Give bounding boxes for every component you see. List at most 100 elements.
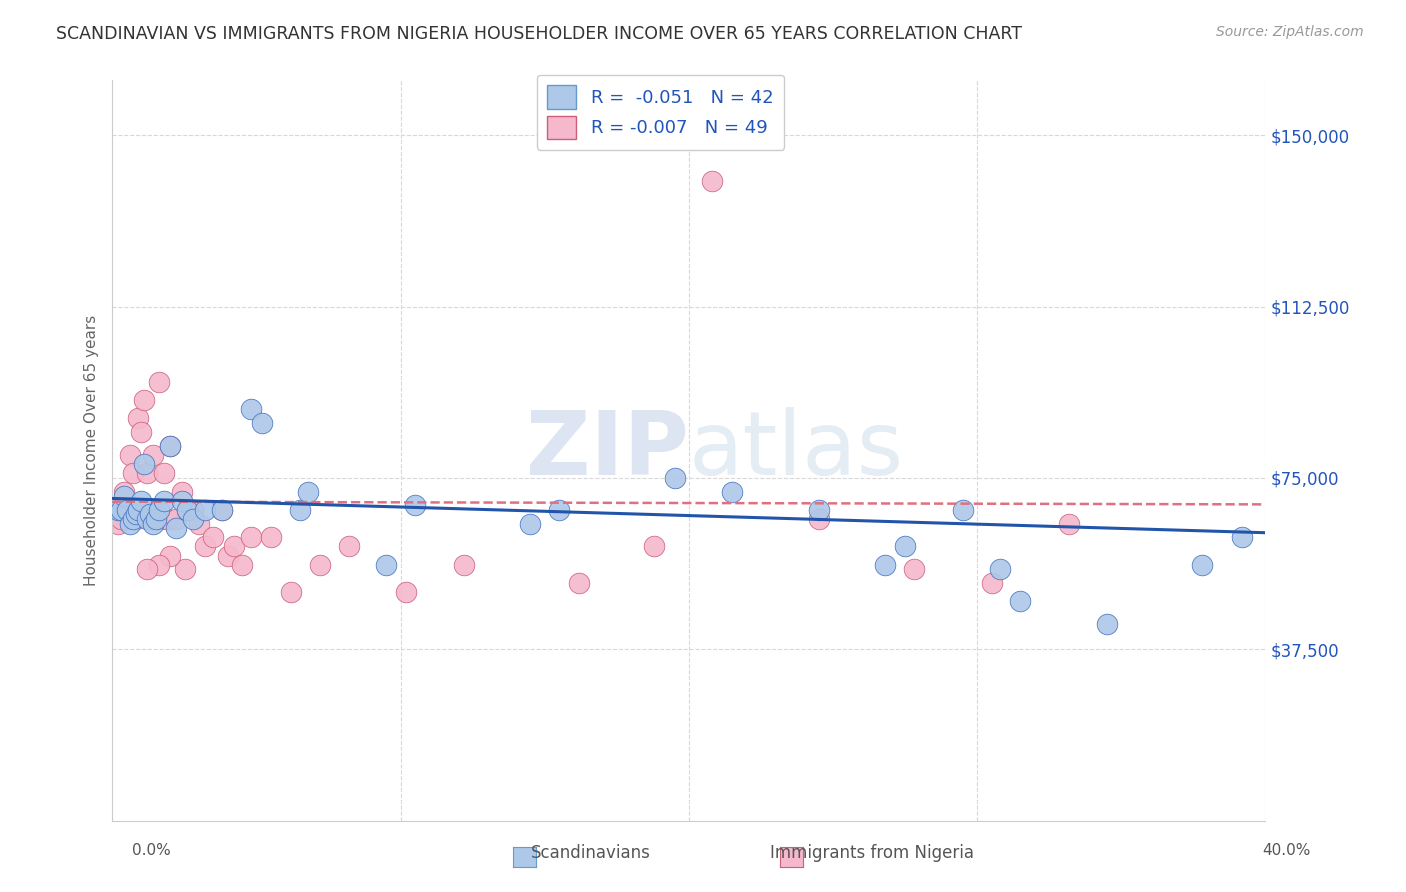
Text: atlas: atlas xyxy=(689,407,904,494)
Text: Source: ZipAtlas.com: Source: ZipAtlas.com xyxy=(1216,25,1364,39)
Point xyxy=(142,448,165,462)
Point xyxy=(148,503,170,517)
Point xyxy=(404,498,426,512)
Point xyxy=(159,549,181,563)
Point xyxy=(115,503,138,517)
Point xyxy=(139,512,162,526)
Point xyxy=(980,576,1002,591)
Text: 40.0%: 40.0% xyxy=(1263,843,1310,858)
Point xyxy=(165,512,187,526)
Point xyxy=(148,558,170,572)
Point xyxy=(202,530,225,544)
Point xyxy=(112,484,135,499)
Point xyxy=(643,540,665,554)
Point xyxy=(129,493,153,508)
Text: Immigrants from Nigeria: Immigrants from Nigeria xyxy=(769,844,974,862)
Point xyxy=(280,585,302,599)
Point xyxy=(124,512,146,526)
Point xyxy=(153,493,176,508)
Point xyxy=(136,562,159,576)
Point xyxy=(181,512,204,526)
Point xyxy=(156,512,179,526)
Point xyxy=(176,503,198,517)
Point xyxy=(337,540,360,554)
Point xyxy=(375,558,398,572)
Text: 0.0%: 0.0% xyxy=(132,843,172,858)
Text: Scandinavians: Scandinavians xyxy=(530,844,651,862)
Point xyxy=(153,467,176,481)
Point xyxy=(136,467,159,481)
Point xyxy=(239,402,262,417)
Point xyxy=(721,484,744,499)
Point xyxy=(121,512,143,526)
Point xyxy=(807,503,830,517)
Point xyxy=(194,503,217,517)
Point xyxy=(211,503,233,517)
Point xyxy=(118,448,141,462)
Point xyxy=(176,503,198,517)
Point xyxy=(134,393,156,408)
Point xyxy=(903,562,925,576)
Point xyxy=(222,540,245,554)
Point xyxy=(127,503,149,517)
Point xyxy=(194,540,217,554)
Point xyxy=(700,174,723,188)
Point xyxy=(110,503,132,517)
Point xyxy=(110,512,132,526)
Point xyxy=(150,512,173,526)
Point xyxy=(252,416,274,430)
Point xyxy=(309,558,332,572)
Point xyxy=(129,425,153,440)
Point xyxy=(288,503,311,517)
Text: SCANDINAVIAN VS IMMIGRANTS FROM NIGERIA HOUSEHOLDER INCOME OVER 65 YEARS CORRELA: SCANDINAVIAN VS IMMIGRANTS FROM NIGERIA … xyxy=(56,25,1022,43)
Point xyxy=(988,562,1011,576)
Point xyxy=(145,503,167,517)
Point xyxy=(112,489,135,503)
Point xyxy=(211,503,233,517)
Point xyxy=(260,530,283,544)
Point xyxy=(664,471,686,485)
Point xyxy=(568,576,591,591)
Point xyxy=(519,516,541,531)
Point xyxy=(145,512,167,526)
Point xyxy=(124,508,146,522)
Point xyxy=(107,503,129,517)
Point xyxy=(807,512,830,526)
Point xyxy=(894,540,917,554)
Point xyxy=(548,503,571,517)
Point xyxy=(170,484,193,499)
Point xyxy=(148,375,170,389)
Point xyxy=(217,549,239,563)
Point xyxy=(952,503,974,517)
Point xyxy=(188,516,211,531)
Point xyxy=(173,562,195,576)
Point xyxy=(239,530,262,544)
Point xyxy=(453,558,475,572)
Point xyxy=(115,503,138,517)
Point xyxy=(873,558,896,572)
Legend: R =  -0.051   N = 42, R = -0.007   N = 49: R = -0.051 N = 42, R = -0.007 N = 49 xyxy=(537,75,785,150)
Point xyxy=(165,521,187,535)
Point xyxy=(134,457,156,471)
Point xyxy=(231,558,253,572)
Point xyxy=(1010,594,1032,608)
Text: ZIP: ZIP xyxy=(526,407,689,494)
Point xyxy=(127,411,149,425)
Point xyxy=(395,585,418,599)
Point xyxy=(104,508,127,522)
Point xyxy=(118,516,141,531)
Point xyxy=(121,467,143,481)
Point xyxy=(142,516,165,531)
Point xyxy=(159,439,181,453)
Point xyxy=(170,493,193,508)
Point xyxy=(1095,617,1118,632)
Point xyxy=(297,484,319,499)
Y-axis label: Householder Income Over 65 years: Householder Income Over 65 years xyxy=(84,315,100,586)
Point xyxy=(159,439,181,453)
Point xyxy=(136,512,159,526)
Point xyxy=(1059,516,1081,531)
Point xyxy=(139,508,162,522)
Point xyxy=(181,503,204,517)
Point xyxy=(1191,558,1213,572)
Point xyxy=(107,516,129,531)
